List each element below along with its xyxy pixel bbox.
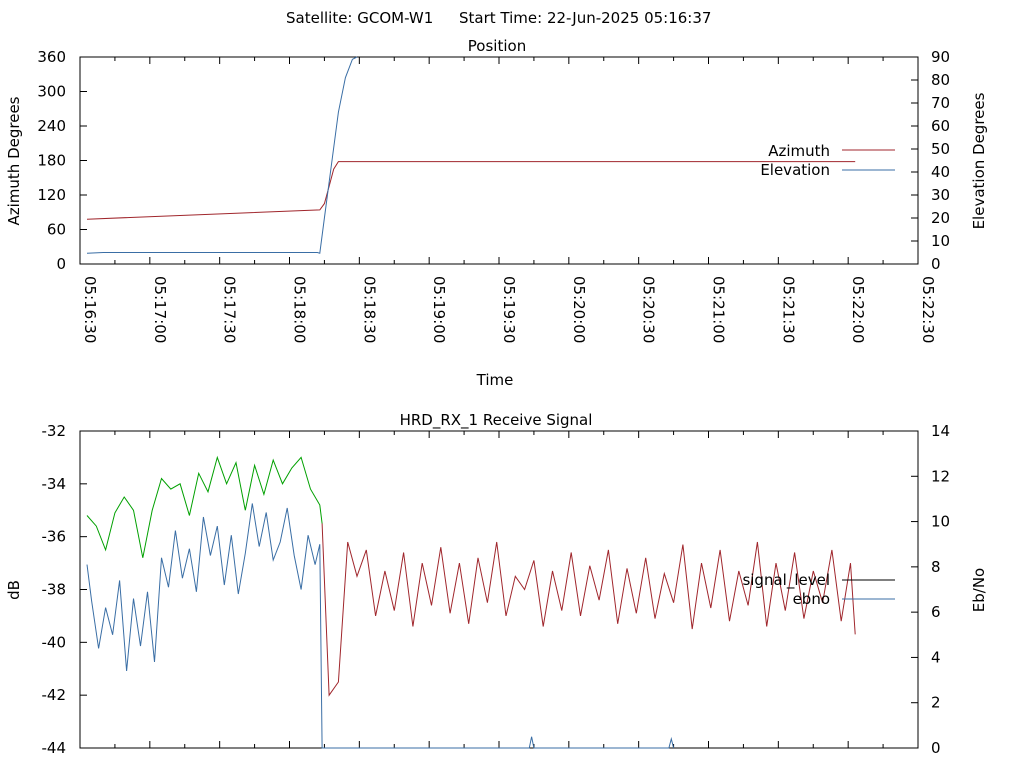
position-y2-tick-label: 30 [931, 186, 950, 204]
position-x-tick-label: 05:22:00 [849, 276, 867, 343]
signal-y2-axis-label: Eb/No [970, 568, 988, 612]
position-y2-tick-label: 10 [931, 232, 950, 250]
position-y2-tick-label: 0 [931, 255, 941, 273]
position-x-tick-label: 05:18:30 [360, 276, 378, 343]
signal-y-tick-label: -32 [42, 422, 67, 440]
position-y2-tick-label: 20 [931, 209, 950, 227]
position-x-tick-label: 05:18:00 [291, 276, 309, 343]
position-legend: Azimuth Elevation [760, 142, 895, 179]
signal-y2-tick-label: 10 [931, 513, 950, 531]
series-line-signal-level-locked [86, 455, 323, 558]
signal-chart-title: HRD_RX_1 Receive Signal [400, 411, 593, 430]
position-y-tick-label: 300 [37, 83, 66, 101]
signal-y2-tick-label: 12 [931, 467, 950, 485]
signal-y-tick-label: -38 [42, 581, 67, 599]
position-x-tick-label: 05:21:30 [779, 276, 797, 343]
signal-y-tick-label: -40 [42, 633, 67, 651]
signal-y2-tick-label: 0 [931, 739, 941, 757]
signal-y2-tick-label: 6 [931, 603, 941, 621]
start-time-label: Start Time: 22-Jun-2025 05:16:37 [459, 9, 711, 27]
position-x-tick-label: 05:22:30 [919, 276, 937, 343]
legend-signal-level-label: signal_level [742, 571, 830, 590]
signal-y-tick-label: -42 [42, 686, 67, 704]
position-x-axis-label: Time [476, 371, 514, 389]
position-chart: Position 05:16:30 05:17:00 05:17:30 05:18:0… [5, 37, 988, 389]
signal-chart: HRD_RX_1 Receive Signal -32 -34 -36 -38 -40 -… [5, 411, 988, 757]
signal-y-axis-label: dB [5, 580, 23, 600]
legend-ebno-label: ebno [793, 590, 830, 608]
position-x-tick-label: 05:20:30 [640, 276, 658, 343]
position-y-tick-label: 240 [37, 117, 66, 135]
signal-y-tick-label: -34 [42, 475, 67, 493]
position-x-tick-label: 05:16:30 [81, 276, 99, 343]
position-y-tick-label: 60 [47, 221, 66, 239]
position-x-tick-label: 05:19:00 [430, 276, 448, 343]
position-x-tick-label: 05:20:00 [570, 276, 588, 343]
position-y2-tick-label: 90 [931, 48, 950, 66]
position-y2-tick-label: 60 [931, 117, 950, 135]
satellite-label: Satellite: GCOM-W1 [286, 9, 433, 27]
signal-y-tick-label: -44 [42, 739, 67, 757]
legend-elevation-label: Elevation [760, 161, 830, 179]
signal-y-tick-label: -36 [42, 528, 67, 546]
position-y2-tick-label: 80 [931, 71, 950, 89]
signal-legend: signal_level ebno [742, 571, 895, 608]
position-y2-tick-label: 70 [931, 94, 950, 112]
position-x-tick-label: 05:21:00 [710, 276, 728, 343]
signal-y2-tick-label: 8 [931, 558, 941, 576]
series-line-elevation [86, 56, 358, 254]
position-chart-title: Position [468, 37, 526, 55]
position-y-tick-label: 360 [37, 48, 66, 66]
position-y2-axis-label: Elevation Degrees [970, 92, 988, 229]
position-y-tick-label: 120 [37, 186, 66, 204]
series-line-signal-level [321, 523, 856, 697]
signal-y2-tick-label: 4 [931, 648, 941, 666]
position-y2-tick-label: 50 [931, 140, 950, 158]
position-x-tick-label: 05:17:30 [221, 276, 239, 343]
position-x-tick-label: 05:17:00 [151, 276, 169, 343]
position-y-tick-label: 0 [56, 255, 66, 273]
position-y-tick-label: 180 [37, 152, 66, 170]
signal-y2-tick-label: 14 [931, 422, 950, 440]
signal-y2-tick-label: 2 [931, 694, 941, 712]
series-line-azimuth [86, 161, 856, 220]
position-y-axis-label: Azimuth Degrees [5, 96, 23, 225]
position-y2-tick-label: 40 [931, 163, 950, 181]
legend-azimuth-label: Azimuth [768, 142, 830, 160]
series-line-ebno [86, 503, 675, 749]
position-x-tick-label: 05:19:30 [500, 276, 518, 343]
